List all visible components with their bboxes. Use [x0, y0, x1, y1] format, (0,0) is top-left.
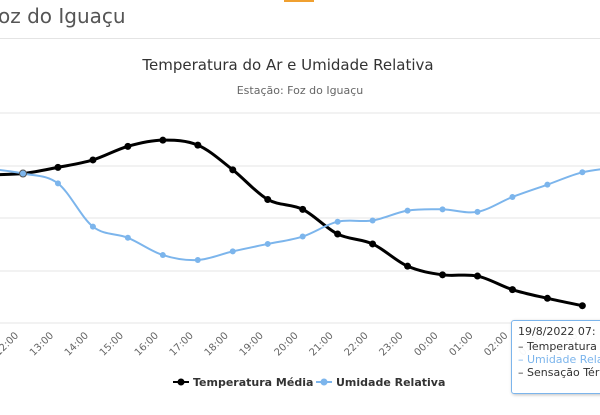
temperature-point[interactable] — [194, 141, 202, 149]
tooltip-row-feels-like: – Sensação Térm — [518, 366, 600, 379]
temperature-point[interactable] — [473, 272, 481, 280]
legend-symbol-marker — [320, 378, 328, 386]
x-tick-label: 23:00 — [378, 330, 406, 358]
tooltip-row-humidity: – Umidade Rela — [518, 353, 600, 366]
x-tick-label: 13:00 — [28, 330, 56, 358]
legend-symbol-marker — [177, 378, 185, 386]
legend[interactable]: Temperatura Média Umidade Relativa — [173, 376, 445, 389]
humidity-point[interactable] — [54, 180, 61, 187]
temperature-point[interactable] — [543, 294, 551, 302]
humidity-point[interactable] — [19, 169, 27, 178]
temperature-point[interactable] — [404, 262, 412, 270]
temperature-point[interactable] — [508, 286, 516, 294]
tooltip: 19/8/2022 07: – Temperatura – Umidade Re… — [511, 320, 600, 394]
x-tick-label: 20:00 — [273, 330, 301, 358]
humidity-point[interactable] — [474, 208, 481, 215]
x-tick-label: 02:00 — [482, 330, 510, 358]
humidity-point[interactable] — [439, 206, 446, 213]
humidity-point[interactable] — [299, 233, 306, 240]
temperature-point[interactable] — [229, 166, 237, 174]
series-line-humidity — [0, 168, 600, 262]
humidity-point[interactable] — [194, 257, 201, 263]
temperature-point[interactable] — [159, 136, 167, 144]
x-tick-label: 12:00 — [0, 330, 21, 358]
x-tick-label: 21:00 — [308, 330, 336, 358]
x-tick-label: 15:00 — [98, 330, 126, 358]
x-tick-label: 16:00 — [133, 330, 161, 358]
humidity-point[interactable] — [544, 181, 551, 188]
humidity-point[interactable] — [229, 248, 236, 255]
x-tick-label: 01:00 — [447, 330, 475, 358]
humidity-point[interactable] — [124, 234, 131, 241]
temperature-point[interactable] — [334, 230, 342, 238]
chart-title: Temperatura do Ar e Umidade Relativa — [141, 56, 433, 74]
x-tick-label: 17:00 — [168, 330, 196, 358]
chart-svg: Temperatura do Ar e Umidade Relativa Est… — [0, 56, 600, 389]
temperature-point[interactable] — [89, 156, 97, 164]
x-tick-label: 19:00 — [238, 330, 266, 358]
humidity-point[interactable] — [264, 240, 271, 247]
page-header: oz do Iguaçu — [0, 0, 600, 39]
chart-subtitle: Estação: Foz do Iguaçu — [237, 84, 364, 97]
temperature-point[interactable] — [124, 142, 132, 150]
temperature-point[interactable] — [54, 163, 62, 171]
x-axis: 11:0012:0013:0014:0015:0016:0017:0018:00… — [0, 330, 580, 358]
legend-item-humidity[interactable]: Umidade Relativa — [316, 376, 445, 389]
grid-layer — [0, 112, 600, 324]
x-tick-label: 18:00 — [203, 330, 231, 358]
temperature-point[interactable] — [264, 195, 272, 203]
humidity-point[interactable] — [89, 223, 96, 230]
series-line-temperature — [0, 138, 583, 308]
series-layer — [0, 136, 600, 310]
tooltip-title: 19/8/2022 07: — [518, 325, 596, 338]
x-tick-label: 00:00 — [412, 330, 440, 358]
humidity-point[interactable] — [369, 217, 376, 224]
legend-item-temperature[interactable]: Temperatura Média — [173, 376, 313, 389]
legend-label: Temperatura Média — [193, 376, 313, 389]
humidity-point[interactable] — [334, 218, 341, 225]
accent-tab — [284, 0, 314, 2]
temperature-point[interactable] — [299, 205, 307, 213]
legend-label: Umidade Relativa — [336, 376, 445, 389]
humidity-point[interactable] — [159, 252, 166, 259]
x-tick-label: 22:00 — [343, 330, 371, 358]
humidity-point[interactable] — [509, 194, 516, 200]
temperature-point[interactable] — [439, 271, 447, 279]
humidity-point[interactable] — [404, 207, 411, 214]
temperature-point[interactable] — [578, 302, 586, 310]
page-title: oz do Iguaçu — [0, 4, 126, 28]
temperature-point[interactable] — [369, 240, 377, 248]
humidity-point[interactable] — [579, 169, 586, 176]
x-tick-label: 14:00 — [63, 330, 91, 358]
tooltip-row-temperature: – Temperatura — [518, 340, 597, 353]
chart: Temperatura do Ar e Umidade Relativa Est… — [0, 40, 600, 415]
